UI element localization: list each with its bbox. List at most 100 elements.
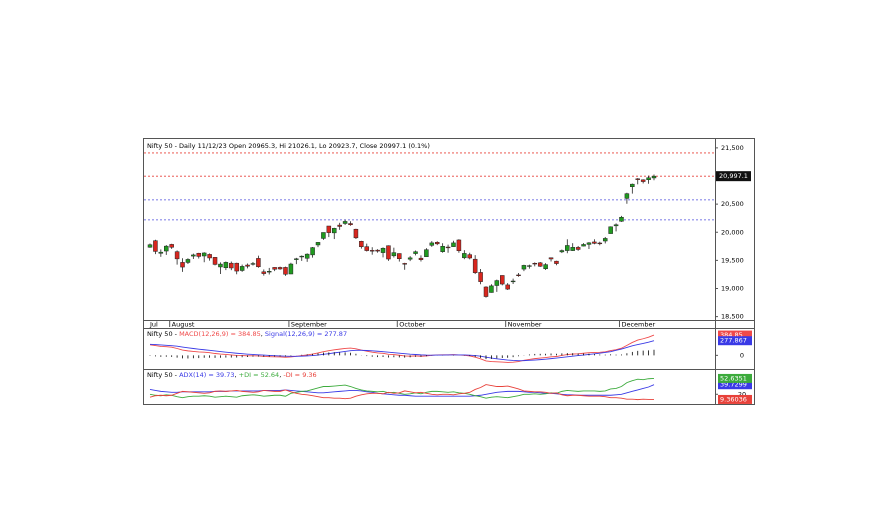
x-tick-label: August: [172, 321, 195, 329]
value-tag: [718, 330, 752, 340]
candle-body: [619, 216, 624, 222]
candle-body: [272, 267, 277, 270]
candle-body: [418, 257, 424, 260]
candle-body: [516, 274, 521, 276]
y-tick-label: 19,000: [721, 285, 744, 293]
chart-title: Nifty 50 - Daily 11/12/23 Open 20965.3, …: [147, 142, 430, 150]
candle-body: [223, 262, 229, 268]
candle-body: [218, 263, 223, 268]
candle-body: [532, 262, 538, 265]
candle-body: [369, 250, 375, 252]
legend-separator: ,: [261, 330, 265, 338]
legend-separator: ,: [235, 371, 239, 379]
candle-body: [348, 223, 353, 226]
candle-body: [407, 257, 413, 260]
candle-body: [575, 247, 581, 250]
candle-body: [158, 251, 164, 254]
value-tag: [718, 373, 752, 383]
candle-body: [500, 275, 505, 285]
candle-body: [402, 263, 407, 265]
candle-body: [413, 251, 418, 254]
legend-entry: +DI = 52.64: [239, 371, 280, 379]
candle-body: [391, 252, 397, 257]
candle-body: [456, 239, 462, 252]
candle-body: [565, 245, 570, 251]
candle-body: [586, 242, 592, 245]
candle-body: [559, 250, 565, 253]
candle-body: [478, 272, 483, 282]
value-tag-label: 384.85: [720, 331, 743, 339]
candle-body: [597, 242, 603, 245]
candle-body: [570, 247, 575, 251]
candle-body: [321, 232, 326, 239]
candle-body: [613, 224, 619, 227]
x-tick-label: September: [291, 321, 327, 329]
x-tick-label: December: [621, 321, 655, 329]
candle-body: [494, 280, 500, 286]
value-tag: [718, 380, 752, 390]
candle-body: [337, 224, 342, 227]
candle-body: [245, 264, 250, 267]
candle-body: [229, 262, 234, 269]
candle-body: [510, 280, 516, 283]
candle-body: [342, 221, 348, 224]
candle-body: [608, 226, 613, 234]
legend-entry: MACD(12,26,9) = 384.85: [179, 330, 261, 338]
candle-body: [375, 249, 380, 252]
candle-body: [445, 246, 451, 249]
candle-body: [185, 259, 191, 263]
y-tick-label: 18,500: [721, 313, 744, 321]
candle-body: [191, 254, 196, 257]
candle-body: [651, 175, 657, 179]
chart-frame: [143, 138, 755, 405]
legend-entry: ADX(14) = 39.73: [179, 371, 234, 379]
indicator-line: [149, 340, 655, 362]
panel-title: Nifty 50 - ADX(14) = 39.73, +DI = 52.64,…: [147, 371, 317, 379]
legend-entry: -DI = 9.36: [283, 371, 316, 379]
candle-body: [310, 247, 315, 256]
value-tag-label: 39.7299: [720, 381, 747, 389]
candle-body: [201, 252, 207, 257]
candle-body: [304, 253, 310, 259]
x-tick-label: November: [508, 321, 542, 329]
y-tick-label: 20,000: [721, 228, 744, 236]
candle-body: [397, 253, 402, 259]
candle-body: [359, 241, 364, 248]
candle-body: [386, 245, 391, 260]
indicator-line: [149, 384, 655, 401]
value-tag-label: 277.867: [720, 337, 747, 345]
candle-body: [207, 254, 212, 259]
value-tag: [718, 336, 752, 346]
candle-body: [250, 263, 256, 265]
candle-body: [256, 258, 261, 268]
candle-body: [440, 246, 445, 252]
value-tag: [718, 394, 752, 404]
candle-body: [212, 257, 218, 265]
candle-body: [592, 241, 597, 244]
candle-body: [624, 193, 630, 199]
candle-body: [364, 246, 370, 251]
last-price-label: 20,997.1: [719, 172, 748, 180]
candle-body: [537, 262, 543, 267]
y-tick-label: 20,500: [721, 200, 744, 208]
candle-body: [239, 266, 245, 271]
candle-body: [521, 265, 527, 270]
candle-body: [294, 258, 299, 260]
candle-body: [602, 238, 608, 242]
last-price-tag: [716, 171, 751, 182]
candle-body: [451, 242, 456, 247]
indicator-line: [149, 377, 655, 399]
legend-entry: Signal(12,26,9) = 277.87: [265, 330, 347, 338]
y-tick-label: 19,500: [721, 256, 744, 264]
candle-body: [326, 225, 332, 233]
candle-body: [153, 240, 158, 252]
candle-body: [353, 228, 359, 239]
candle-body: [283, 267, 288, 275]
x-tick-label: October: [399, 321, 425, 329]
candle-body: [630, 183, 635, 187]
candle-body: [489, 285, 494, 293]
candle-body: [261, 271, 267, 274]
panel-title: Nifty 50 - MACD(12,26,9) = 384.85, Signa…: [147, 330, 347, 338]
candle-body: [429, 242, 435, 246]
candle-body: [196, 252, 202, 257]
